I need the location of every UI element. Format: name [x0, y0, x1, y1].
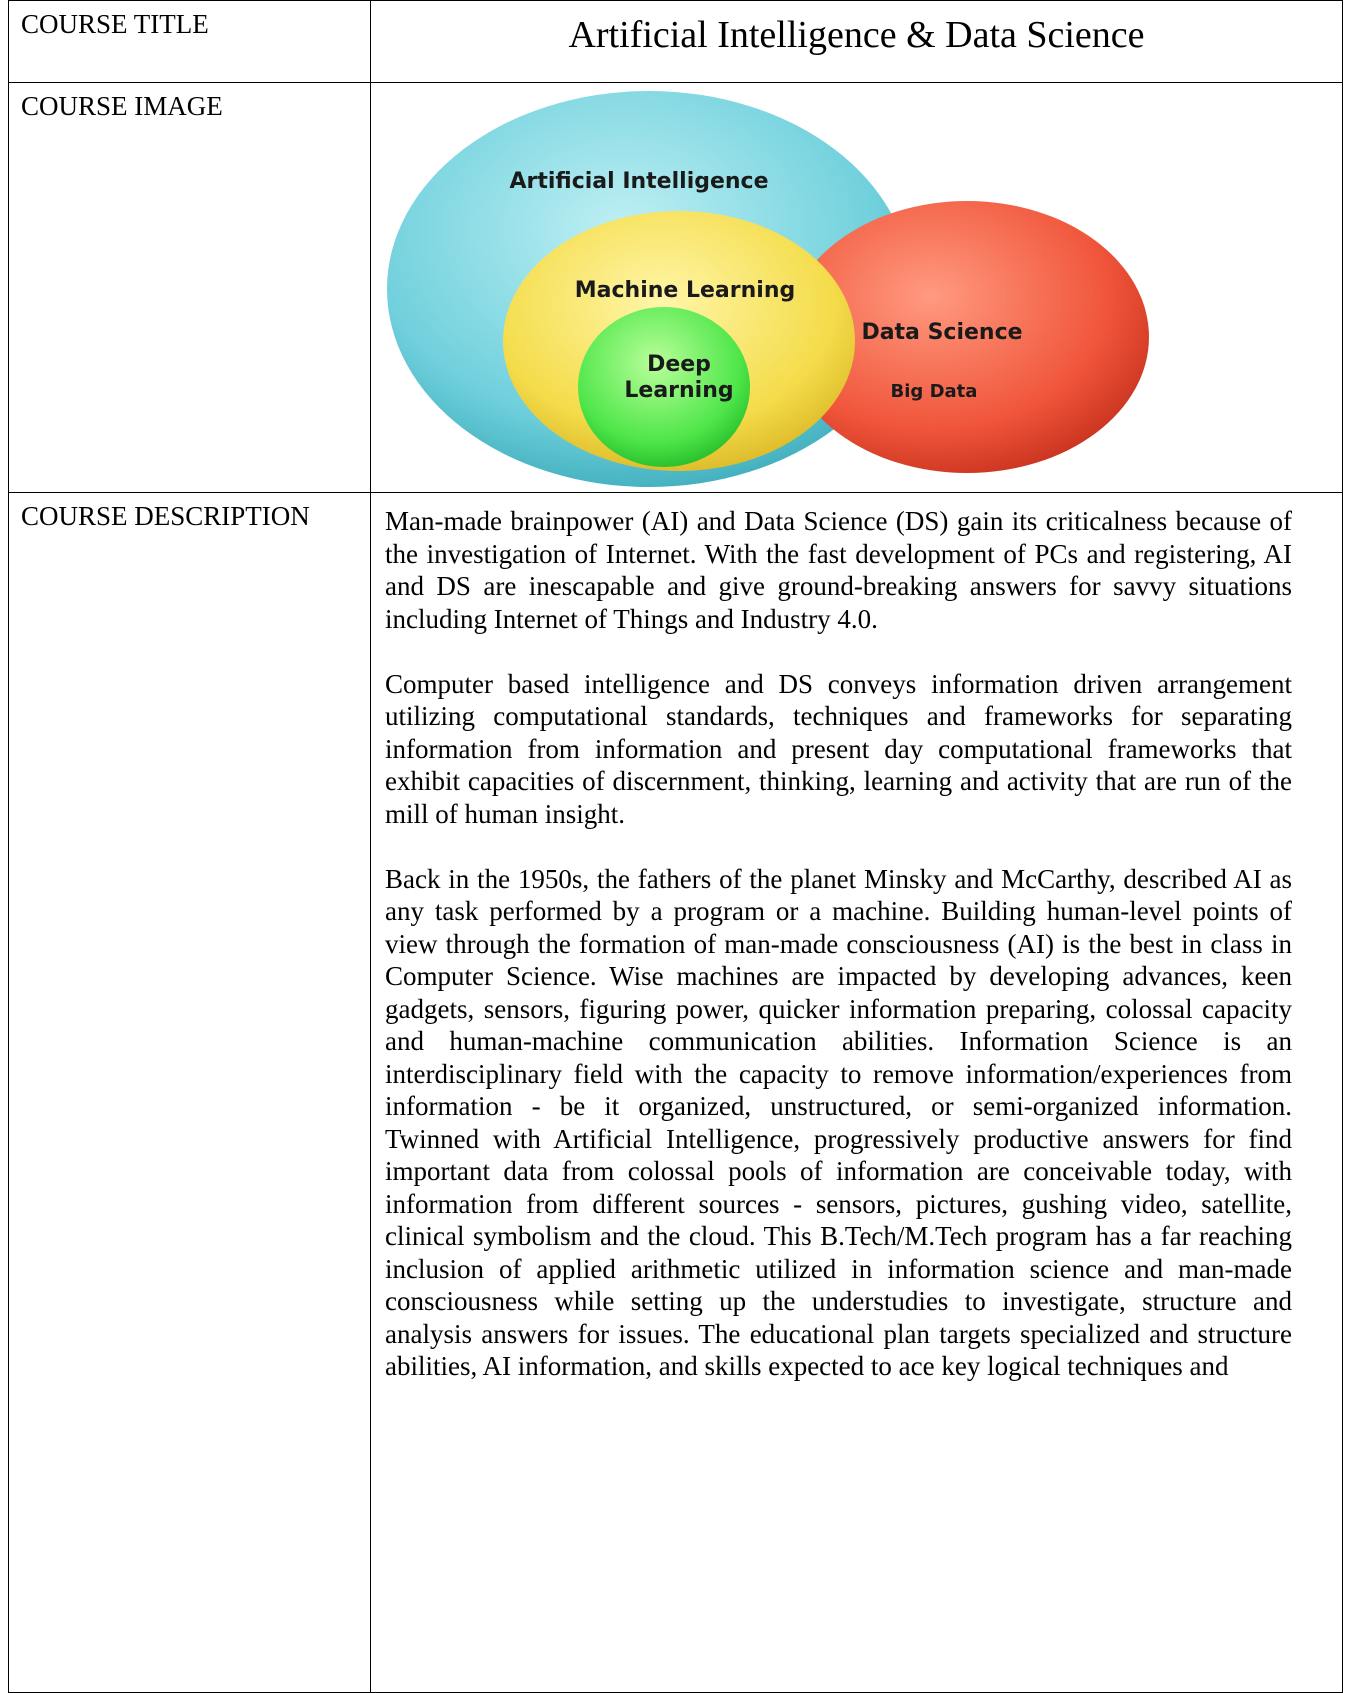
- ai-label: Artificial Intelligence: [509, 169, 768, 194]
- paragraph: Back in the 1950s, the fathers of the pl…: [385, 863, 1292, 1382]
- page: COURSE TITLE Artificial Intelligence & D…: [8, 0, 1343, 1693]
- course-table: COURSE TITLE Artificial Intelligence & D…: [8, 0, 1343, 1693]
- label: COURSE TITLE: [8, 0, 371, 83]
- course-title: Artificial Intelligence & Data Science: [370, 0, 1343, 83]
- ml-label: Machine Learning: [575, 278, 795, 303]
- dl-circle: [578, 307, 750, 467]
- bd-label: Big Data: [891, 381, 978, 402]
- label: COURSE IMAGE: [8, 82, 371, 493]
- description: Man-made brainpower (AI) and Data Scienc…: [370, 492, 1343, 1693]
- ds-label: Data Science: [861, 320, 1022, 345]
- ds-circle: [785, 201, 1149, 473]
- course-image: Artificial Intelligence Machine Learning…: [387, 91, 1149, 487]
- paragraph: Computer based intelligence and DS conve…: [385, 668, 1292, 829]
- row: COURSE IMAGE Artificial Intelligence Mac…: [8, 82, 1343, 493]
- label: COURSE DESCRIPTION: [8, 492, 371, 1693]
- row: COURSE TITLE Artificial Intelligence & D…: [8, 0, 1343, 83]
- dl-label: Deep: [647, 352, 711, 377]
- row: COURSE DESCRIPTION Man-made brainpower (…: [8, 492, 1343, 1693]
- image-cell: Artificial Intelligence Machine Learning…: [370, 82, 1343, 493]
- paragraph: Man-made brainpower (AI) and Data Scienc…: [385, 506, 1292, 634]
- dl-label: Learning: [624, 378, 733, 403]
